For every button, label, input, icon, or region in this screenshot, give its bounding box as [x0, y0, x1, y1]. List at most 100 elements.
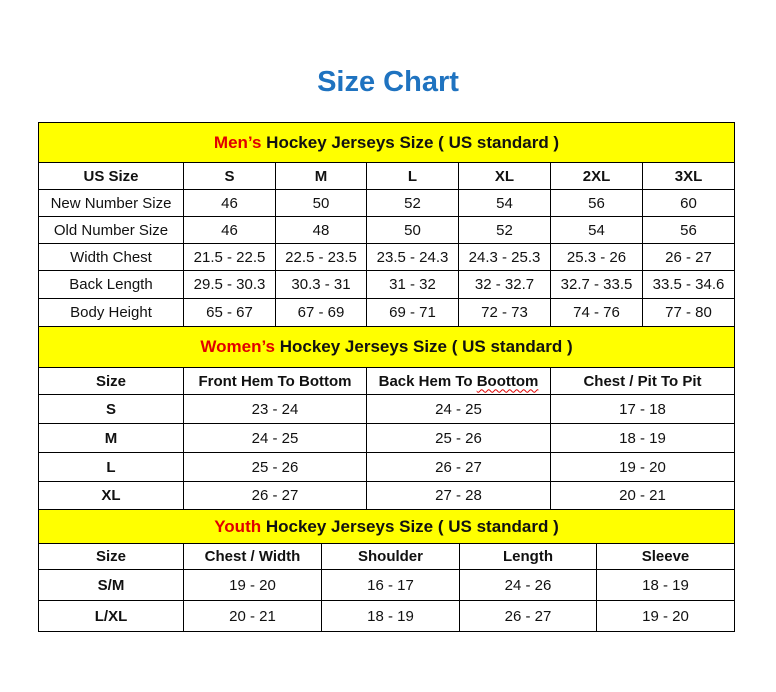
youth-banner-text: Hockey Jerseys Size ( US standard ) — [261, 516, 559, 536]
column-header: Size — [38, 543, 184, 570]
table-cell: 24 - 26 — [459, 569, 597, 601]
table-row: Old Number Size 46 48 50 52 54 56 — [38, 216, 736, 244]
row-label: L/XL — [38, 600, 184, 632]
column-header-label: Back Hem To Boottom — [378, 372, 539, 390]
table-cell: 46 — [183, 189, 276, 217]
youth-banner-title: Youth Hockey Jerseys Size ( US standard … — [38, 509, 735, 544]
column-header-label: S — [224, 167, 235, 185]
table-cell: 22.5 - 23.5 — [275, 243, 367, 271]
column-header: Front Hem To Bottom — [183, 367, 367, 395]
row-label: New Number Size — [38, 189, 184, 217]
table-cell: 69 - 71 — [366, 298, 459, 327]
row-label: S — [38, 394, 184, 424]
row-label: Back Length — [38, 270, 184, 299]
table-row: Width Chest 21.5 - 22.5 22.5 - 23.5 23.5 - … — [38, 243, 736, 271]
table-row: New Number Size 46 50 52 54 56 60 — [38, 189, 736, 217]
table-cell: 72 - 73 — [458, 298, 551, 327]
table-cell: 26 - 27 — [366, 452, 551, 482]
men-banner-accent: Men’s — [213, 132, 262, 152]
table-row: L 25 - 26 26 - 27 19 - 20 — [38, 452, 736, 482]
column-header: Size — [38, 367, 184, 395]
table-row: XL 26 - 27 27 - 28 20 - 21 — [38, 481, 736, 510]
table-cell: 56 — [550, 189, 643, 217]
table-cell: 30.3 - 31 — [275, 270, 367, 299]
table-cell: 74 - 76 — [550, 298, 643, 327]
table-cell: 24.3 - 25.3 — [458, 243, 551, 271]
table-cell: 52 — [366, 189, 459, 217]
table-cell: 18 - 19 — [321, 600, 460, 632]
column-header-label: Size — [95, 372, 126, 390]
column-header-label: Shoulder — [357, 548, 423, 565]
table-row: S/M 19 - 20 16 - 17 24 - 26 18 - 19 — [38, 569, 735, 601]
table-row: Body Height 65 - 67 67 - 69 69 - 71 72 - 73 7… — [38, 298, 736, 327]
table-cell: 26 - 27 — [641, 243, 736, 271]
women-banner-text: Hockey Jerseys Size ( US standard ) — [275, 337, 573, 356]
column-header-label: US Size — [83, 167, 139, 185]
table-row: L/XL 20 - 21 18 - 19 26 - 27 19 - 20 — [38, 600, 735, 632]
youth-size-table: Youth Hockey Jerseys Size ( US standard … — [38, 509, 735, 632]
table-cell: 19 - 20 — [549, 452, 736, 482]
table-cell: 23 - 24 — [183, 394, 367, 424]
column-header-label: Sleeve — [641, 548, 690, 565]
table-cell: 16 - 17 — [321, 569, 460, 601]
table-cell: 67 - 69 — [275, 298, 367, 327]
row-label: S/M — [38, 569, 184, 601]
mens-size-table: Men’s Hockey Jerseys Size ( US standard … — [37, 122, 736, 327]
column-header: 2XL — [550, 162, 643, 190]
table-cell: 46 — [183, 216, 276, 244]
table-cell: 24 - 25 — [366, 394, 551, 424]
column-header-label: L — [407, 167, 418, 185]
row-label: XL — [38, 481, 184, 510]
table-cell: 20 - 21 — [183, 600, 322, 632]
table-cell: 23.5 - 24.3 — [366, 243, 459, 271]
table-cell: 50 — [366, 216, 459, 244]
women-banner-title: Women’s Hockey Jerseys Size ( US standar… — [37, 326, 736, 368]
men-banner-title: Men’s Hockey Jerseys Size ( US standard … — [37, 122, 736, 163]
column-header: L — [366, 162, 459, 190]
table-cell: 50 — [275, 189, 367, 217]
row-label: Body Height — [38, 298, 184, 327]
row-label: Old Number Size — [38, 216, 184, 244]
column-header: Sleeve — [596, 543, 735, 570]
table-cell: 56 — [641, 216, 736, 244]
column-header: M — [275, 162, 367, 190]
table-row: M 24 - 25 25 - 26 18 - 19 — [38, 423, 736, 453]
table-cell: 33.5 - 34.6 — [641, 270, 736, 299]
women-banner: Women’s Hockey Jerseys Size ( US standar… — [37, 326, 736, 368]
table-cell: 17 - 18 — [549, 394, 736, 424]
table-row: S 23 - 24 24 - 25 17 - 18 — [38, 394, 736, 424]
table-cell: 54 — [458, 189, 551, 217]
column-header: S — [183, 162, 276, 190]
column-header-label: M — [314, 167, 328, 185]
table-cell: 52 — [458, 216, 551, 244]
men-banner: Men’s Hockey Jerseys Size ( US standard … — [37, 122, 736, 163]
table-cell: 20 - 21 — [549, 481, 736, 510]
column-header: XL — [458, 162, 551, 190]
table-cell: 25 - 26 — [183, 452, 367, 482]
table-cell: 26 - 27 — [183, 481, 367, 510]
table-cell: 18 - 19 — [596, 569, 735, 601]
page-title: Size Chart — [317, 66, 459, 98]
column-header: Back Hem To Boottom — [366, 367, 551, 395]
row-label: L — [38, 452, 184, 482]
column-header-label: XL — [494, 167, 515, 185]
table-cell: 29.5 - 30.3 — [183, 270, 276, 299]
row-label: Width Chest — [38, 243, 184, 271]
header-row: Size Chest / Width Shoulder Length Sleeve — [38, 543, 735, 570]
youth-banner-accent: Youth — [214, 516, 262, 536]
column-header-label: Length — [503, 548, 553, 565]
table-cell: 54 — [550, 216, 643, 244]
table-cell: 65 - 67 — [183, 298, 276, 327]
row-label: M — [38, 423, 184, 453]
table-cell: 32 - 32.7 — [458, 270, 551, 299]
table-cell: 25 - 26 — [366, 423, 551, 453]
table-cell: 32.7 - 33.5 — [550, 270, 643, 299]
men-banner-text: Hockey Jerseys Size ( US standard ) — [261, 132, 560, 152]
column-header-label: Size — [95, 548, 126, 565]
column-header: Shoulder — [321, 543, 460, 570]
table-cell: 31 - 32 — [366, 270, 459, 299]
table-cell: 26 - 27 — [459, 600, 597, 632]
column-header: US Size — [38, 162, 184, 190]
table-cell: 19 - 20 — [183, 569, 322, 601]
header-row: Size Front Hem To Bottom Back Hem To Boott… — [38, 367, 736, 395]
